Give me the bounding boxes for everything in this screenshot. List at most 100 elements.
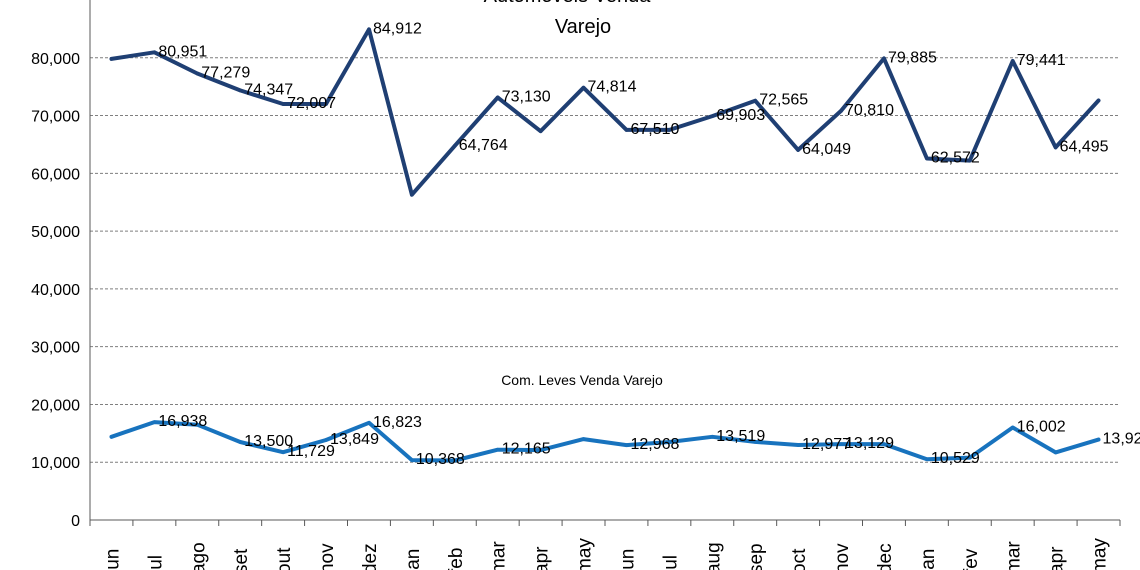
data-point [753,440,758,444]
x-tick-label: may [575,538,596,570]
data-label: 13,519 [716,428,765,445]
x-tick-label: apr [1047,546,1068,570]
y-axis-ticks: 0 10,000 20,000 30,000 40,000 50,000 60,000 70,… [31,51,80,530]
data-point [238,88,243,93]
data-point [796,443,800,447]
axes [89,0,1121,526]
data-point [238,440,243,444]
x-tick-label: apr [532,546,553,570]
data-point [624,443,629,447]
data-label: 62,572 [931,149,980,166]
x-tick-label: mar [489,541,510,570]
data-point [495,95,500,100]
x-tick-label: mar [1004,541,1025,570]
data-point [1096,98,1101,103]
data-point [367,421,371,425]
data-point [1010,59,1015,63]
data-point [710,114,715,118]
x-tick-label: dez [360,543,381,570]
data-point [324,438,328,442]
data-label: 16,002 [1017,419,1066,436]
data-point [839,442,843,446]
x-tick-label: ago [188,542,209,570]
data-point [882,56,886,61]
data-point [281,450,285,455]
chart-title-line2: Varejo [555,16,611,38]
data-label: 10,529 [931,450,980,467]
gridlines [90,57,1120,463]
data-label: 11,729 [287,443,335,460]
y-tick-label: 50,000 [31,224,80,241]
data-label: 13,129 [845,435,894,452]
y-tick-label: 60,000 [31,166,80,183]
y-tick-label: 40,000 [31,282,80,299]
data-label: 64,495 [1060,138,1109,155]
y-tick-label: 10,000 [31,455,80,472]
series-1-line [109,27,1101,197]
data-point [667,440,672,444]
y-tick-label: 70,000 [31,109,80,126]
data-label: 12,977 [802,436,851,453]
x-axis-ticks: jun jul ago set out nov dez jan feb mar apr may jun j… [102,538,1110,570]
data-point [967,455,972,460]
data-point [324,102,328,106]
data-point [281,102,285,106]
data-label: 73,130 [502,88,551,105]
series-2-line [109,420,1101,463]
data-label: 64,764 [459,137,508,154]
data-point [195,422,200,427]
data-point [581,437,586,441]
data-point [452,458,457,463]
data-point [967,158,972,163]
x-tick-label: out [274,547,295,570]
data-label: 79,441 [1017,52,1066,69]
data-point [624,128,629,132]
data-point [839,109,843,113]
data-point [753,98,758,103]
x-tick-label: jul [660,555,681,570]
data-label: 69,903 [716,107,765,124]
series-group [109,27,1101,463]
series-2-name-label: Com. Leves Venda Varejo [501,372,663,388]
data-label: 84,912 [373,20,422,37]
data-label: 16,938 [158,413,207,430]
data-point [581,85,586,90]
data-point [538,129,543,133]
chart-title-line1: Automoveis Venda [484,0,652,7]
data-point [152,50,157,55]
data-point [710,435,715,439]
x-tick-label: may [1090,538,1111,570]
data-label: 10,368 [416,451,465,468]
x-tick-label: sep [746,543,767,570]
x-tick-label: nov [317,543,338,570]
data-label: 74,347 [244,81,293,98]
data-point [410,192,414,197]
x-tick-label: dec [875,543,896,570]
data-label: 80,951 [158,43,207,60]
data-point [410,458,414,462]
data-label: 64,049 [802,141,851,158]
x-tick-label: nov [832,543,853,570]
x-tick-label: jun [617,549,638,570]
y-tick-label: 30,000 [31,340,80,357]
data-label: 70,810 [845,102,894,119]
data-point [538,448,543,452]
data-point [925,156,929,161]
data-point [195,71,200,76]
data-point [1053,145,1058,150]
data-label: 12,165 [502,441,551,458]
data-label: 72,565 [759,92,808,109]
data-label: 12,968 [630,436,679,453]
data-point [667,128,672,132]
data-point [367,27,371,32]
data-point [1053,450,1058,455]
x-tick-label: set [231,548,252,570]
data-label: 72,007 [287,95,336,112]
data-label: 13,923 [1103,431,1140,448]
x-tick-label: feb [446,548,467,570]
y-tick-label: 80,000 [31,51,80,68]
data-label: 77,279 [201,64,250,81]
data-point [109,435,114,439]
